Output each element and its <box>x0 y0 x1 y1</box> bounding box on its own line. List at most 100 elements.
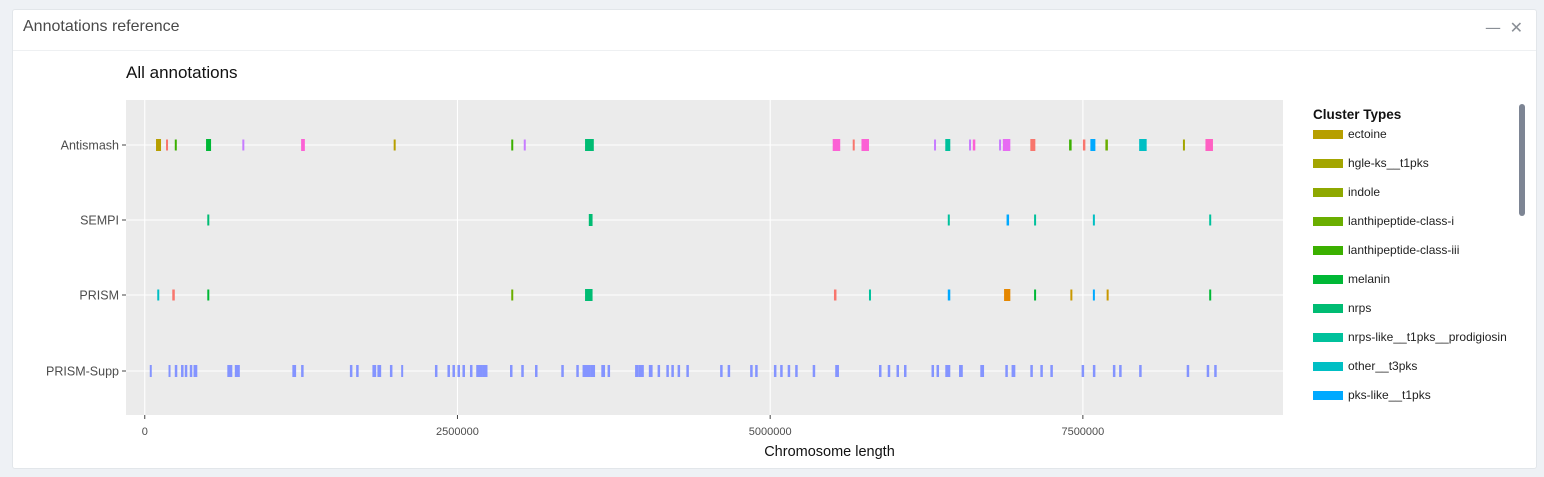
annotation-segment <box>657 365 661 377</box>
annotation-segment <box>207 289 210 301</box>
annotation-segment <box>1092 289 1095 301</box>
annotation-segment <box>638 365 644 377</box>
annotation-segment <box>377 365 382 377</box>
annotation-segment <box>227 365 233 377</box>
annotation-segment <box>1209 214 1212 226</box>
annotation-segment <box>301 139 305 151</box>
annotation-segment <box>401 365 404 377</box>
annotation-segment <box>648 365 653 377</box>
annotation-segment <box>947 214 950 226</box>
annotation-segment <box>1082 139 1086 151</box>
annotation-segment <box>812 365 816 377</box>
x-tick-label: 2500000 <box>436 426 479 438</box>
panel-title: Annotations reference <box>23 18 180 35</box>
annotation-segment <box>1106 289 1109 301</box>
y-tick-label: PRISM <box>79 289 119 303</box>
annotation-segment <box>1214 365 1217 377</box>
annotation-segment <box>934 139 937 151</box>
legend-label: pks-like__t1pks <box>1348 388 1431 402</box>
annotation-segment <box>878 365 882 377</box>
annotation-segment <box>166 139 169 151</box>
annotation-segment <box>1206 365 1210 377</box>
annotation-segment <box>372 365 377 377</box>
annotation-segment <box>947 289 951 301</box>
annotation-segment <box>590 365 596 377</box>
legend-scrollbar[interactable] <box>1519 104 1525 216</box>
annotation-segment <box>972 139 976 151</box>
annotation-segment <box>795 365 798 377</box>
annotation-segment <box>1090 139 1096 151</box>
annotation-segment <box>1050 365 1053 377</box>
annotation-segment <box>1030 139 1036 151</box>
annotation-segment <box>936 365 940 377</box>
annotation-segment <box>561 365 564 377</box>
annotation-segment <box>1040 365 1043 377</box>
annotation-segment <box>1112 365 1116 377</box>
annotation-segment <box>852 139 855 151</box>
close-icon[interactable]: ✕ <box>1509 18 1523 37</box>
minimize-icon[interactable]: — <box>1485 18 1501 37</box>
legend-swatch <box>1313 246 1343 255</box>
y-tick-label: Antismash <box>61 139 119 153</box>
annotation-segment <box>1139 139 1147 151</box>
chart-title: All annotations <box>126 63 238 82</box>
legend-swatch <box>1313 159 1343 168</box>
annotation-segment <box>1119 365 1122 377</box>
annotation-segment <box>349 365 353 377</box>
annotation-segment <box>773 365 777 377</box>
annotation-segment <box>1002 139 1011 151</box>
annotation-segment <box>588 214 593 226</box>
annotation-segment <box>207 214 210 226</box>
legend-swatch <box>1313 130 1343 139</box>
legend-label: lanthipeptide-class-i <box>1348 214 1454 228</box>
annotation-segment <box>434 365 438 377</box>
annotation-segment <box>356 365 359 377</box>
annotation-segment <box>172 289 175 301</box>
annotation-segment <box>511 139 514 151</box>
annotation-segment <box>887 365 891 377</box>
annotation-segment <box>787 365 791 377</box>
annotation-segment <box>980 365 985 377</box>
annotation-segment <box>1004 289 1011 301</box>
legend-label: lanthipeptide-class-iii <box>1348 243 1459 257</box>
legend-label: nrps-like__t1pks__prodigiosin <box>1348 330 1507 344</box>
annotation-segment <box>576 365 579 377</box>
x-axis-title: Chromosome length <box>764 444 895 460</box>
annotation-segment <box>861 139 869 151</box>
annotation-segment <box>156 139 162 151</box>
annotation-segment <box>523 139 526 151</box>
annotation-segment <box>234 365 240 377</box>
annotation-segment <box>1182 139 1185 151</box>
legend-swatch <box>1313 362 1343 371</box>
x-tick-label: 0 <box>142 426 148 438</box>
annotation-segment <box>393 139 396 151</box>
annotation-segment <box>189 365 193 377</box>
legend-swatch <box>1313 217 1343 226</box>
y-tick-label: SEMPI <box>80 214 119 228</box>
annotation-segment <box>666 365 669 377</box>
annotation-segment <box>476 365 483 377</box>
annotation-segment <box>1186 365 1190 377</box>
annotation-segment <box>780 365 783 377</box>
annotation-segment <box>1105 139 1108 151</box>
annotation-segment <box>389 365 393 377</box>
annotation-segment <box>292 365 297 377</box>
annotation-segment <box>755 365 758 377</box>
annotation-segment <box>168 365 171 377</box>
annotation-segment <box>206 139 212 151</box>
legend-label: melanin <box>1348 272 1390 286</box>
y-tick-label: PRISM-Supp <box>46 365 119 379</box>
annotation-segment <box>1005 365 1008 377</box>
annotation-segment <box>184 365 188 377</box>
annotation-segment <box>931 365 935 377</box>
annotation-segment <box>1006 214 1010 226</box>
annotation-segment <box>447 365 450 377</box>
annotation-segment <box>582 365 591 377</box>
annotation-segment <box>868 289 871 301</box>
legend-label: indole <box>1348 185 1380 199</box>
annotation-segment <box>833 289 837 301</box>
plot-background <box>126 100 1283 415</box>
legend-swatch <box>1313 275 1343 284</box>
annotation-segment <box>945 139 951 151</box>
